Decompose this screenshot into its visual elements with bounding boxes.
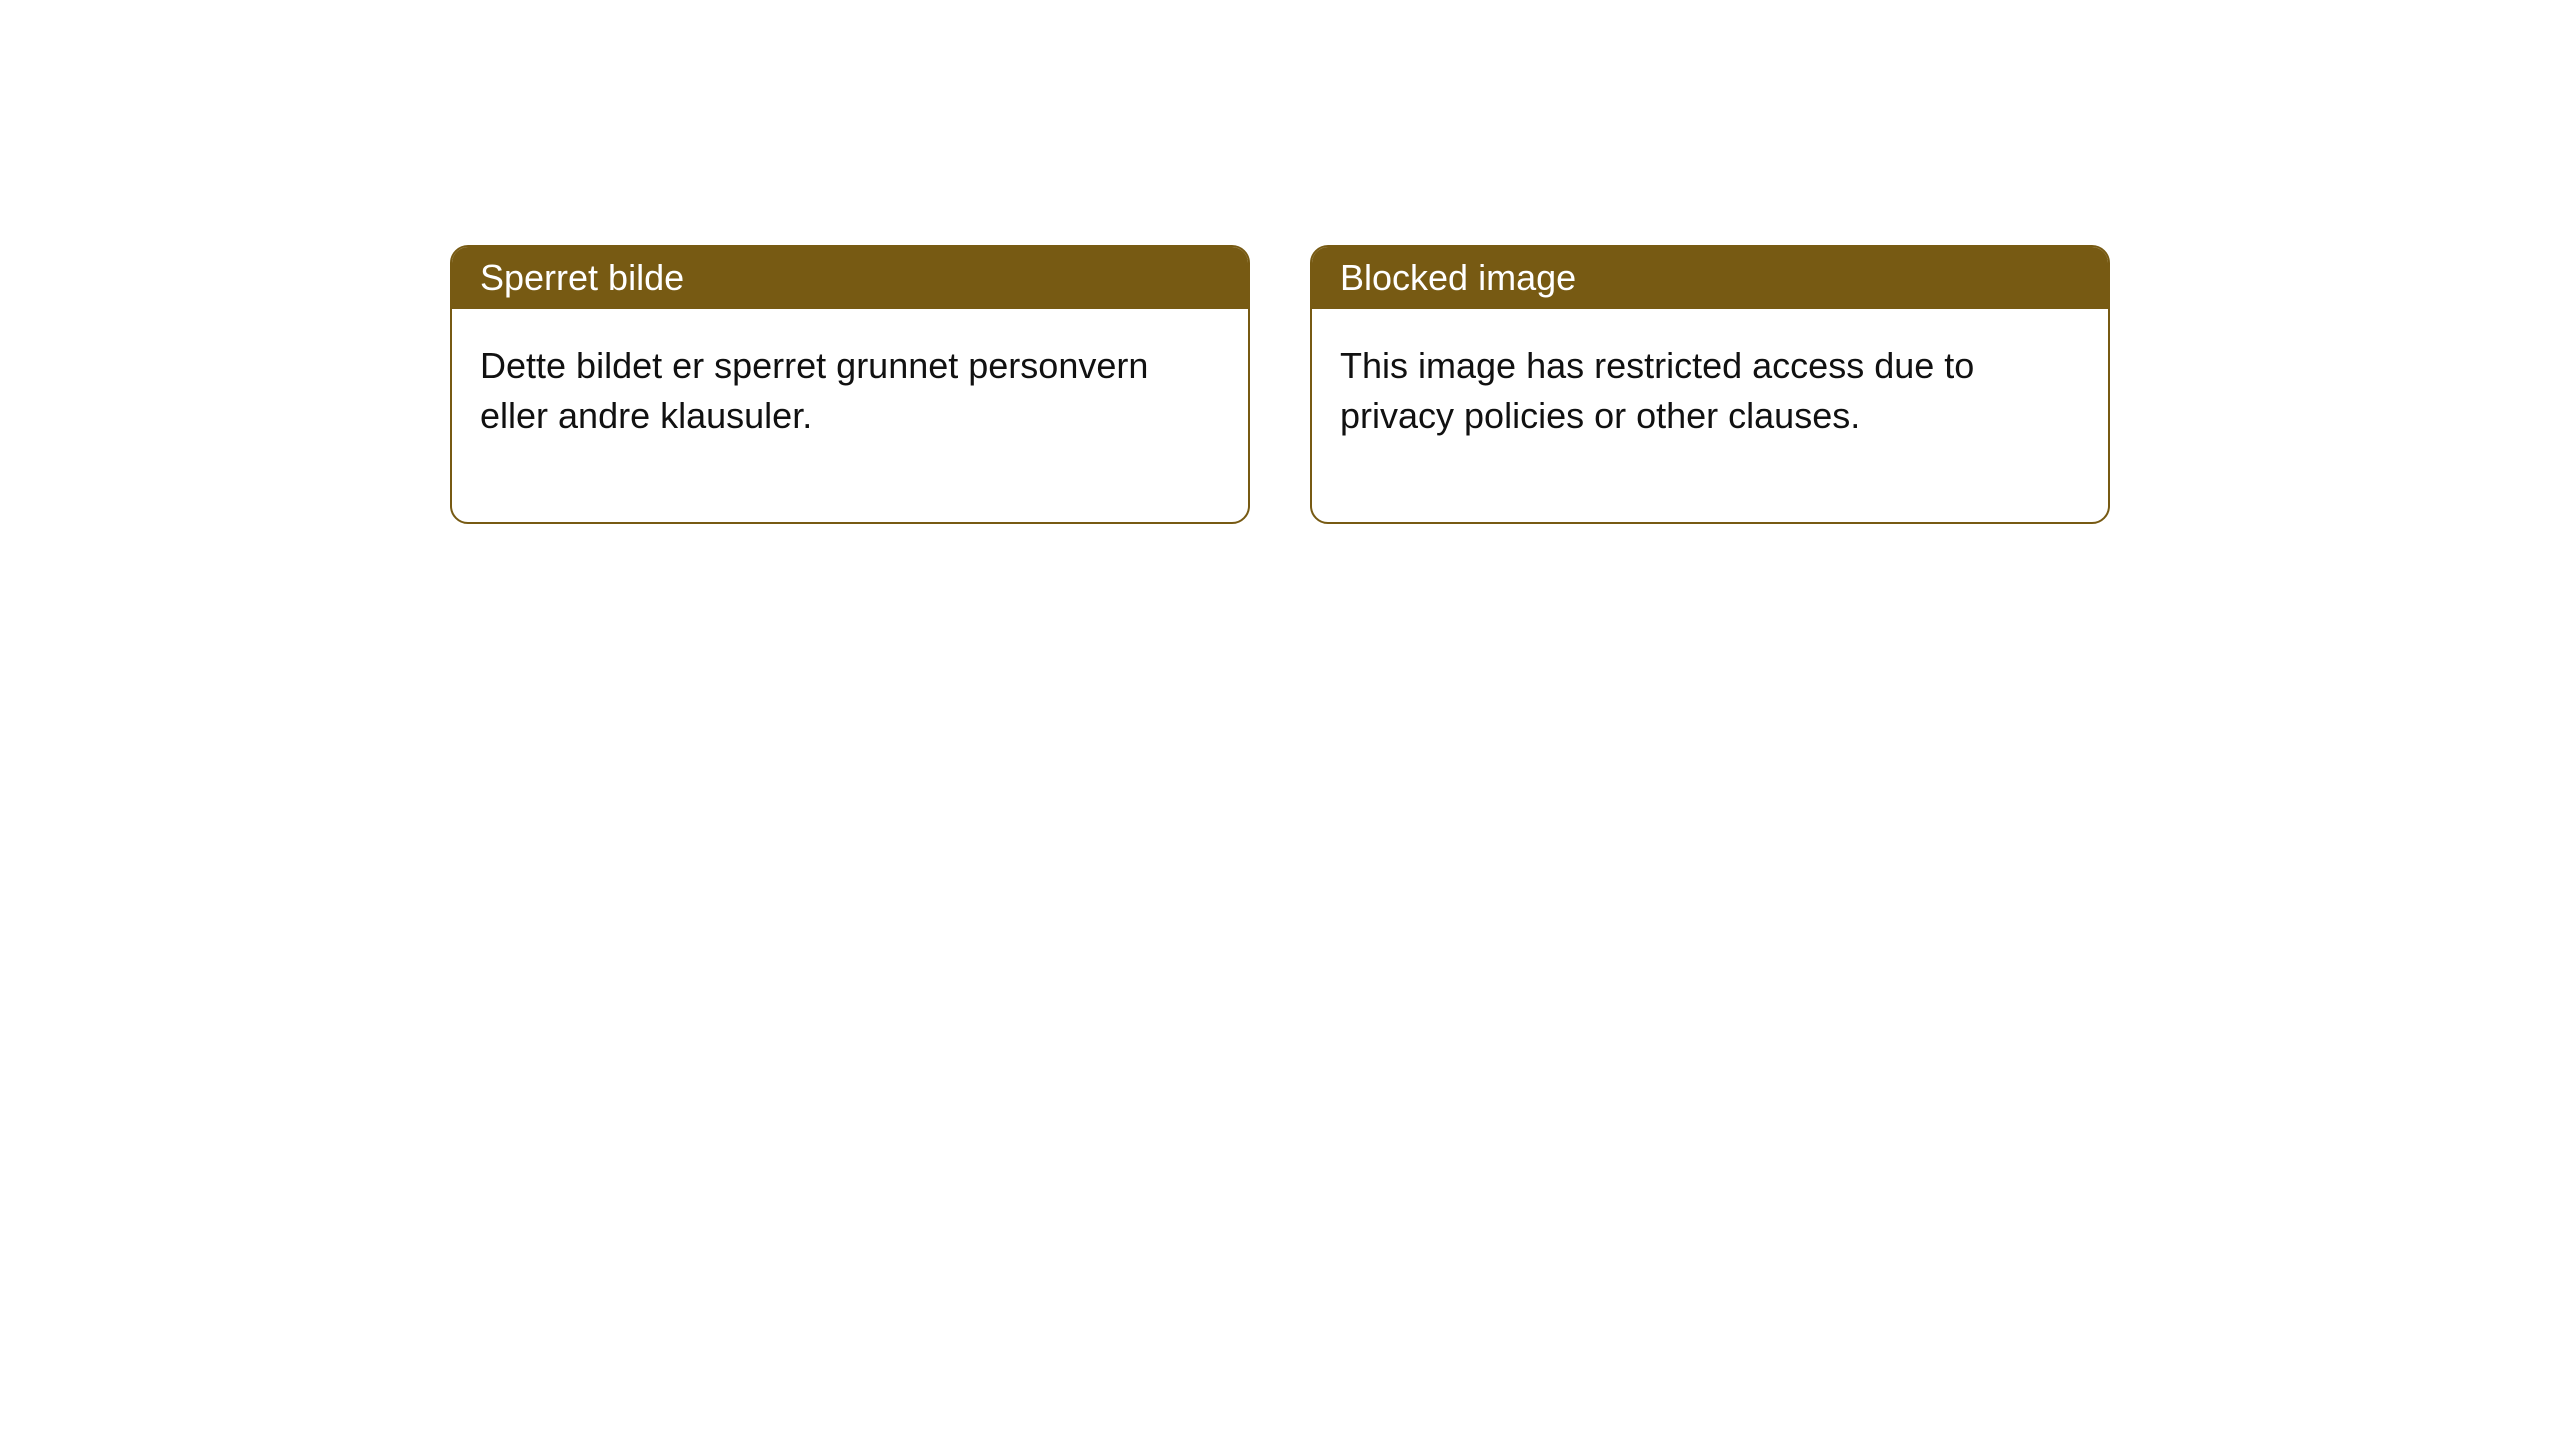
- notice-body: This image has restricted access due to …: [1312, 309, 2108, 522]
- notice-body-text: Dette bildet er sperret grunnet personve…: [480, 345, 1148, 436]
- notice-card-english: Blocked image This image has restricted …: [1310, 245, 2110, 524]
- notice-body: Dette bildet er sperret grunnet personve…: [452, 309, 1248, 522]
- notice-header-text: Blocked image: [1340, 257, 1576, 298]
- notice-header: Sperret bilde: [452, 247, 1248, 309]
- notice-card-norwegian: Sperret bilde Dette bildet er sperret gr…: [450, 245, 1250, 524]
- notice-container: Sperret bilde Dette bildet er sperret gr…: [450, 245, 2110, 524]
- notice-body-text: This image has restricted access due to …: [1340, 345, 1974, 436]
- notice-header-text: Sperret bilde: [480, 257, 684, 298]
- notice-header: Blocked image: [1312, 247, 2108, 309]
